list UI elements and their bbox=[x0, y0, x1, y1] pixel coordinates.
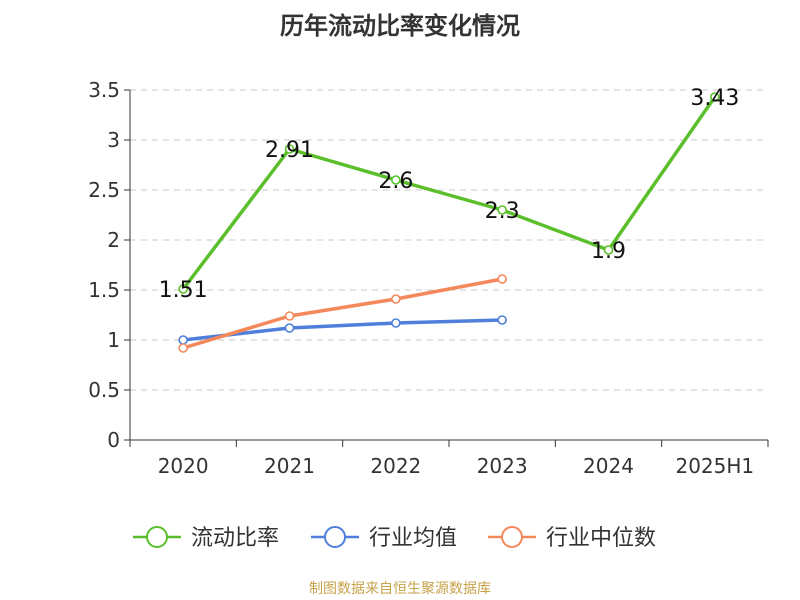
data-label: 2.91 bbox=[265, 138, 314, 163]
footer-source: 制图数据来自恒生聚源数据库 bbox=[309, 581, 491, 597]
legend-marker bbox=[324, 526, 346, 548]
data-point[interactable] bbox=[284, 323, 295, 333]
legend: 流动比率 行业均值 行业中位数 bbox=[133, 526, 656, 551]
data-label: 1.9 bbox=[591, 239, 626, 264]
data-point[interactable] bbox=[284, 144, 295, 154]
y-tick-label: 1 bbox=[107, 328, 120, 352]
data-point[interactable] bbox=[497, 315, 507, 325]
data-label: 2.3 bbox=[485, 199, 520, 224]
legend-marker bbox=[146, 526, 168, 548]
series-line-0 bbox=[181, 96, 717, 291]
y-tick-label: 3.5 bbox=[88, 78, 120, 102]
series-layer: 1.51 2.91 2.6 2.3 1.9 3.43 bbox=[159, 86, 739, 353]
data-point[interactable] bbox=[710, 92, 720, 102]
data-label: 2.6 bbox=[378, 169, 413, 194]
x-tick-label: 2024 bbox=[583, 454, 634, 478]
series-line-2 bbox=[182, 277, 503, 350]
data-point[interactable] bbox=[497, 205, 507, 215]
data-point[interactable] bbox=[603, 245, 614, 255]
y-tick-label: 0.5 bbox=[88, 378, 120, 402]
x-tick-label: 2023 bbox=[477, 454, 528, 478]
legend-item[interactable]: 行业中位数 bbox=[488, 526, 656, 551]
series-line-1 bbox=[183, 318, 503, 342]
y-tick-label: 1.5 bbox=[88, 278, 120, 302]
x-tick-label: 2020 bbox=[158, 454, 209, 478]
data-point[interactable] bbox=[284, 311, 295, 321]
legend-item[interactable]: 行业均值 bbox=[311, 526, 457, 551]
y-tick-label: 0 bbox=[107, 428, 120, 452]
data-label: 3.43 bbox=[690, 86, 739, 111]
legend-label: 流动比率 bbox=[191, 526, 279, 551]
y-tick-label: 2.5 bbox=[88, 178, 120, 202]
x-tick-label: 2022 bbox=[370, 454, 421, 478]
grid-lines bbox=[130, 89, 768, 391]
axes: 0 0.5 1 1.5 2 2.5 3 3.5 2020 2021 2022 2023 2024 2025… bbox=[88, 78, 769, 478]
legend-label: 行业均值 bbox=[369, 526, 457, 551]
x-tick-label: 2025H1 bbox=[675, 454, 754, 478]
data-point[interactable] bbox=[497, 274, 507, 284]
x-tick-label: 2021 bbox=[264, 454, 315, 478]
y-tick-label: 2 bbox=[107, 228, 120, 252]
data-point[interactable] bbox=[178, 335, 188, 345]
data-point[interactable] bbox=[178, 284, 188, 294]
legend-label: 行业中位数 bbox=[546, 526, 656, 551]
y-tick-label: 3 bbox=[107, 128, 120, 152]
data-label: 1.51 bbox=[159, 278, 208, 303]
data-point[interactable] bbox=[391, 294, 401, 304]
legend-marker bbox=[501, 526, 523, 548]
data-point[interactable] bbox=[178, 343, 188, 353]
legend-item[interactable]: 流动比率 bbox=[133, 526, 279, 551]
chart-title: 历年流动比率变化情况 bbox=[280, 12, 520, 40]
data-point[interactable] bbox=[391, 175, 401, 185]
data-point[interactable] bbox=[391, 318, 401, 328]
